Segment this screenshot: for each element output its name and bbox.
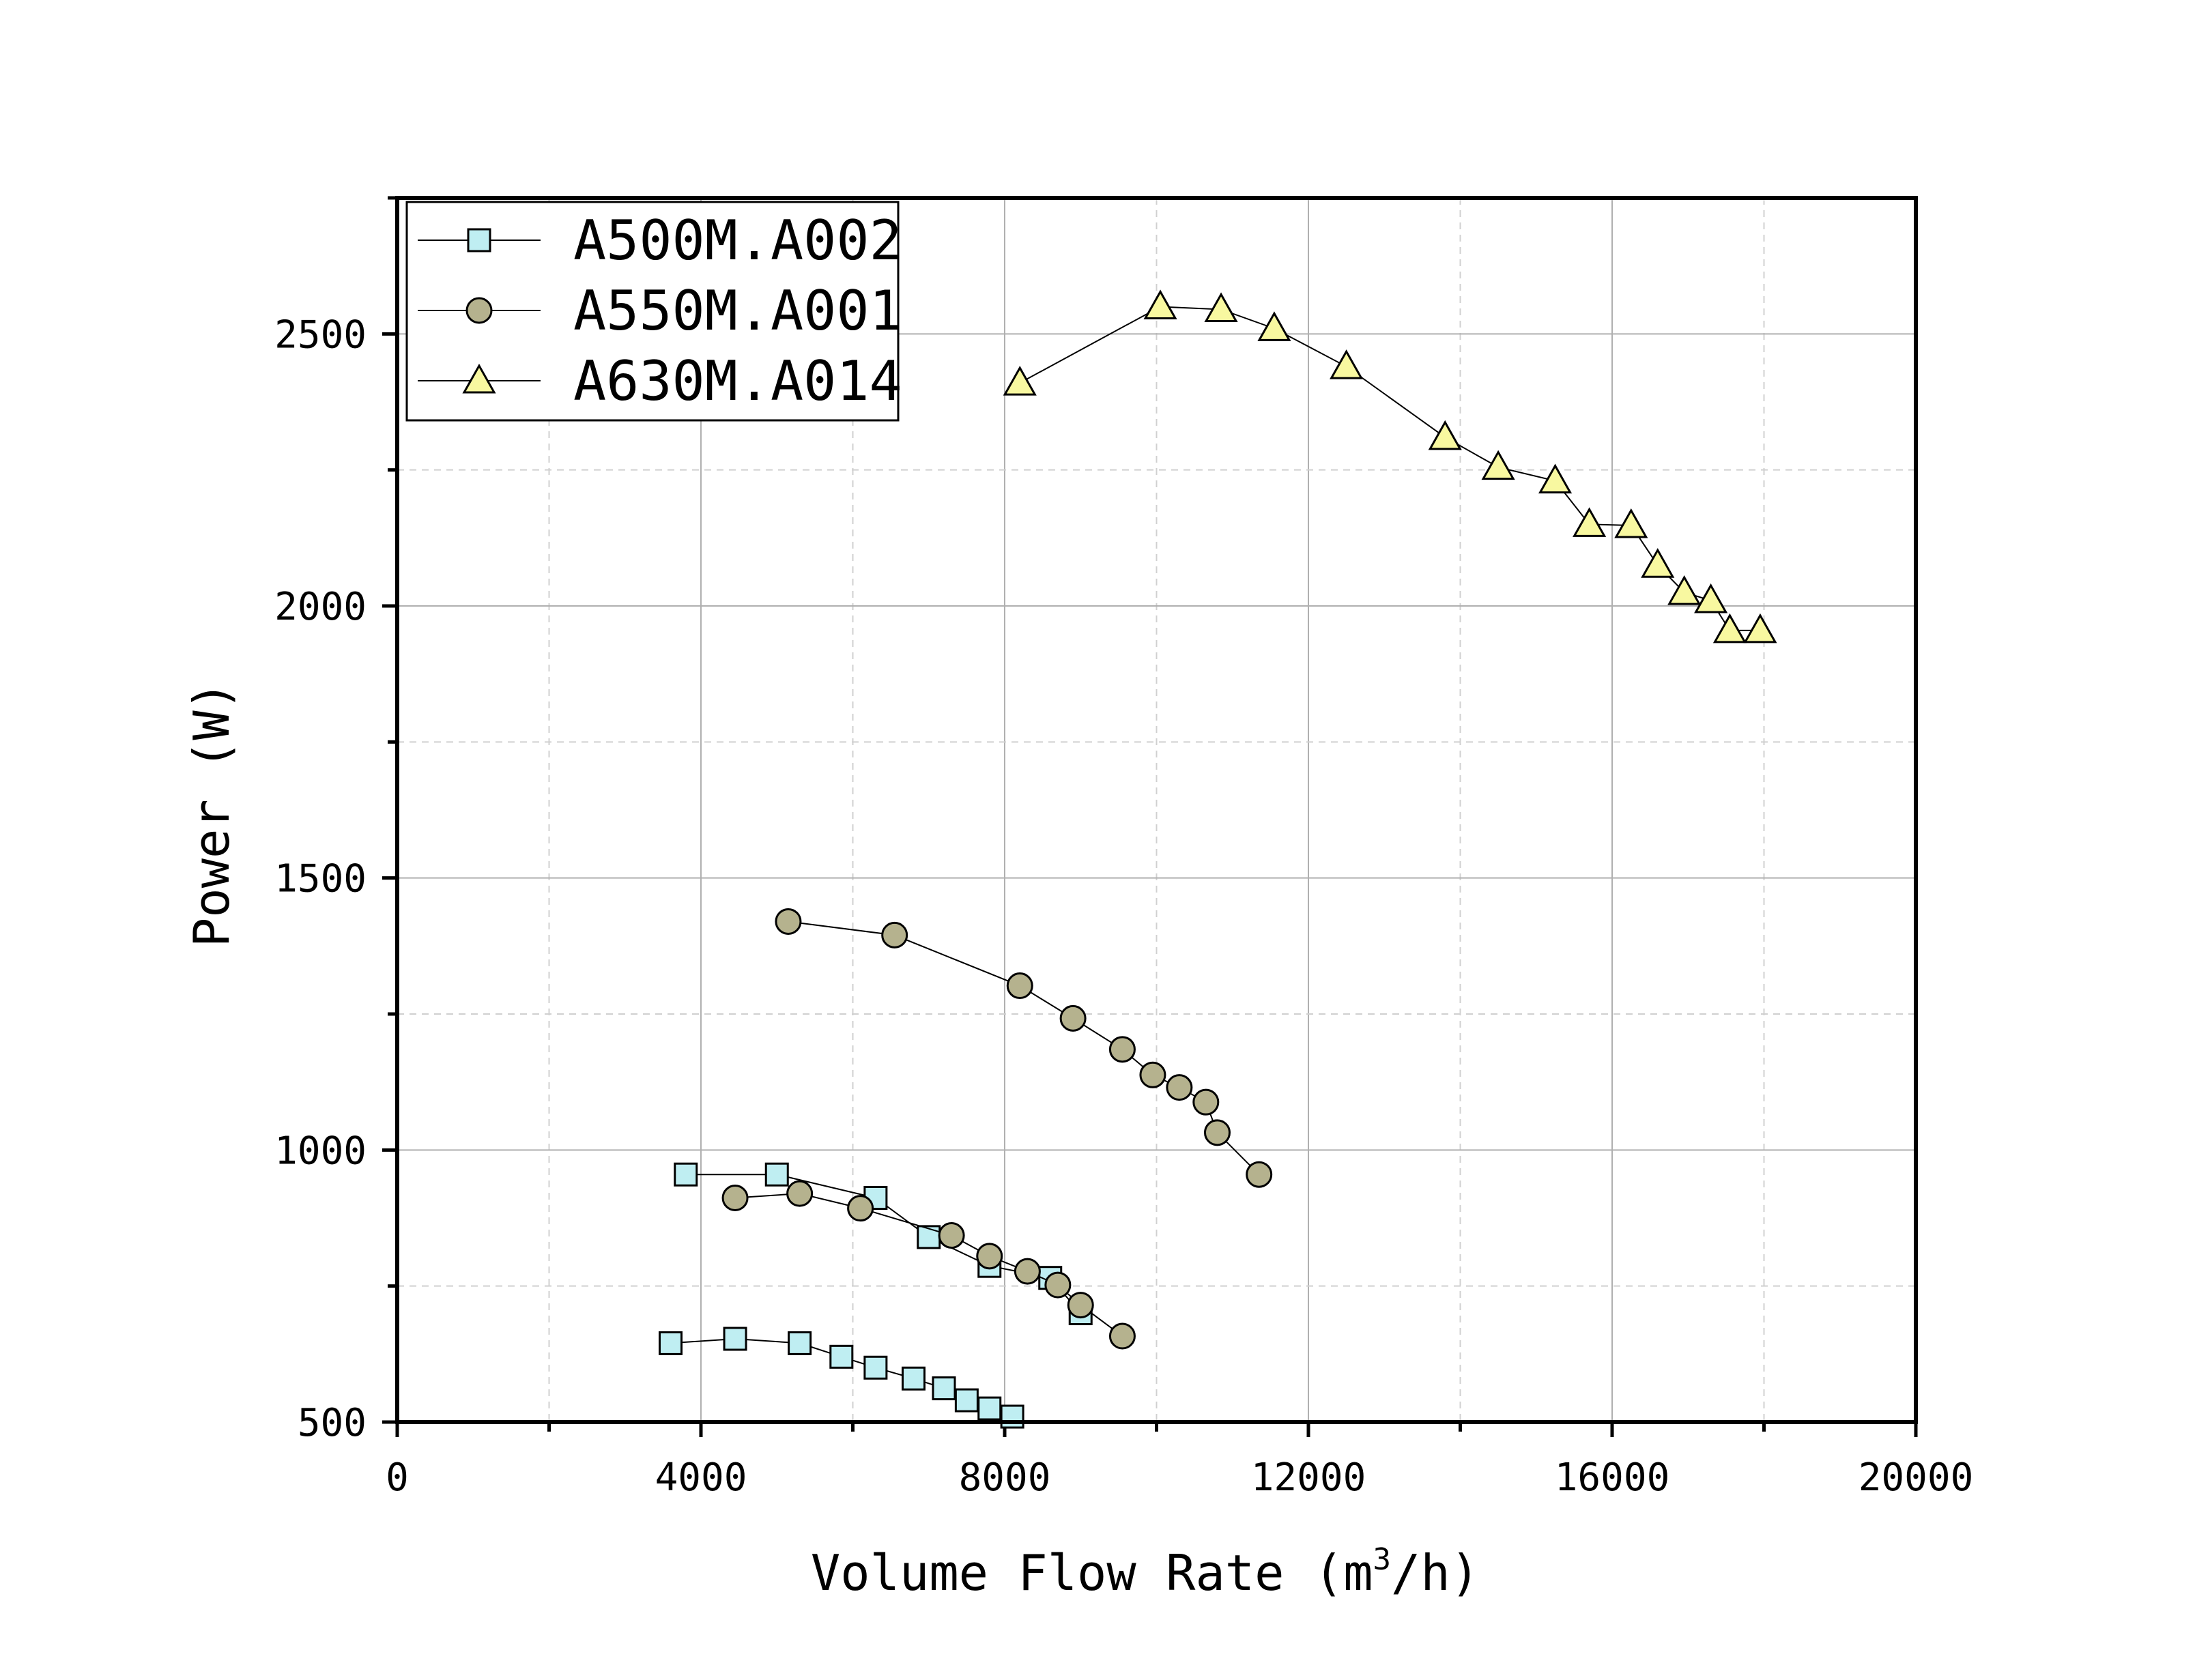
data-point — [1059, 1004, 1087, 1032]
data-point — [788, 1331, 812, 1355]
data-point — [847, 1195, 874, 1222]
y-tick-label: 2000 — [274, 585, 367, 629]
data-point — [1428, 420, 1462, 450]
data-point — [829, 1344, 854, 1369]
data-point — [976, 1243, 1003, 1270]
x-tick-label: 4000 — [655, 1455, 747, 1500]
data-point — [902, 1366, 926, 1391]
y-tick-label: 500 — [298, 1401, 367, 1445]
data-point — [1538, 463, 1573, 494]
legend-marker — [465, 297, 493, 324]
x-tick-label: 20000 — [1859, 1455, 1974, 1500]
x-tick-label: 12000 — [1251, 1455, 1366, 1500]
plot-frame — [395, 196, 1918, 1424]
data-point — [977, 1396, 1002, 1421]
data-point — [775, 908, 802, 935]
data-point — [1641, 548, 1675, 578]
data-point — [1006, 972, 1033, 1000]
data-point — [1014, 1258, 1041, 1285]
data-point — [1712, 613, 1747, 643]
data-point — [1067, 1292, 1094, 1319]
legend-label: A500M.A002 — [573, 209, 902, 272]
data-point — [917, 1225, 941, 1249]
data-point — [1204, 1119, 1231, 1146]
legend-label: A550M.A001 — [573, 279, 902, 343]
data-point — [1246, 1161, 1273, 1188]
x-tick-label: 8000 — [959, 1455, 1051, 1500]
legend-label: A630M.A014 — [573, 349, 902, 413]
data-point — [1044, 1271, 1072, 1299]
data-point — [659, 1331, 683, 1355]
y-tick-label: 1500 — [274, 857, 367, 901]
data-point — [721, 1184, 749, 1211]
data-point — [723, 1327, 747, 1351]
data-point — [1614, 508, 1648, 538]
data-point — [863, 1355, 888, 1380]
series-layer — [659, 289, 1777, 1429]
data-point — [1003, 366, 1037, 396]
data-point — [764, 1162, 789, 1187]
data-point — [938, 1222, 965, 1249]
series-A550M.A001 — [721, 908, 1273, 1350]
data-point — [1330, 349, 1364, 379]
series-line — [788, 921, 1260, 1175]
data-point — [786, 1180, 814, 1207]
data-point — [1143, 289, 1177, 319]
x-tick-label: 16000 — [1555, 1455, 1670, 1500]
y-tick-label: 1000 — [274, 1129, 367, 1173]
data-point — [954, 1388, 979, 1413]
data-point — [674, 1162, 698, 1187]
data-point — [1000, 1404, 1024, 1429]
data-point — [1204, 292, 1238, 322]
y-tick-label: 2500 — [274, 313, 367, 357]
data-point — [881, 921, 908, 948]
data-point — [1108, 1036, 1136, 1063]
data-point — [1192, 1088, 1220, 1116]
data-point — [1257, 311, 1291, 341]
data-point — [1481, 450, 1515, 480]
data-point — [1166, 1074, 1193, 1101]
series-A630M.A014 — [1003, 289, 1777, 643]
data-point — [1667, 575, 1702, 605]
y-axis-title: Power (W) — [183, 681, 240, 947]
data-point — [932, 1376, 956, 1401]
data-point — [1139, 1061, 1166, 1088]
x-tick-label: 0 — [386, 1455, 409, 1500]
legend-marker — [462, 363, 496, 394]
data-point — [1573, 507, 1607, 537]
legend-marker — [467, 228, 491, 252]
data-point — [1108, 1322, 1136, 1350]
tick-labels: 0 4000 8000 12000 16000 20000 500 1000 1500 2000 2… — [274, 313, 1973, 1500]
x-axis-title: Volume Flow Rate (m3/h) — [811, 1542, 1480, 1602]
data-point — [1694, 583, 1728, 613]
data-point — [1743, 613, 1777, 643]
